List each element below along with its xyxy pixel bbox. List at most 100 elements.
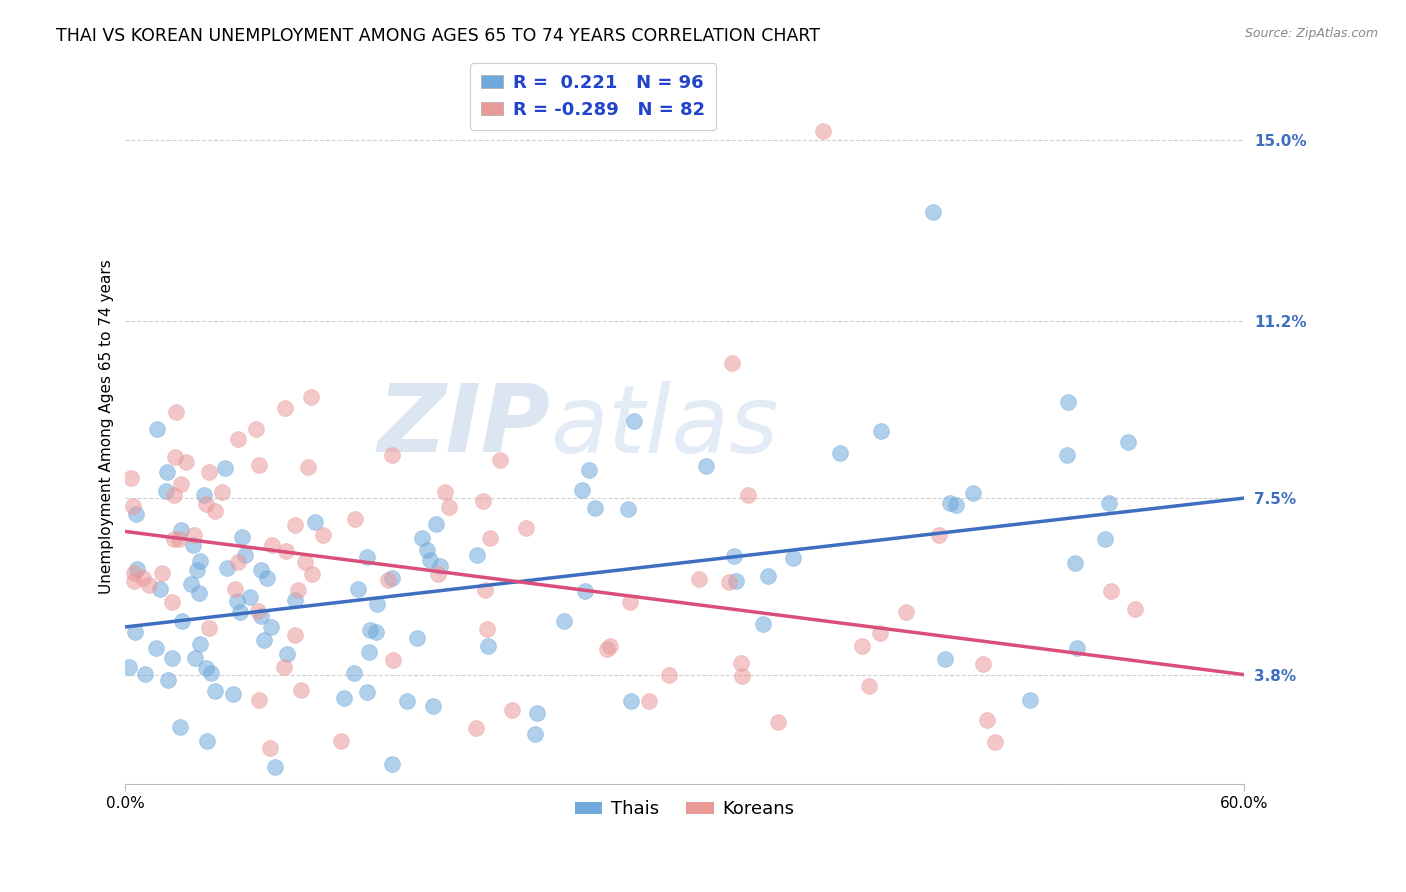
Point [921,204,943,219]
Point [169,533,191,547]
Point [501,702,523,716]
Point [138,578,160,592]
Point [262,538,284,552]
Point [124,625,146,640]
Point [858,679,880,693]
Point [247,693,270,707]
Point [478,531,501,545]
Point [297,459,319,474]
Point [187,586,209,600]
Point [356,684,378,698]
Point [132,571,155,585]
Point [427,567,450,582]
Point [1123,602,1146,616]
Point [619,694,641,708]
Point [195,497,218,511]
Point [226,593,249,607]
Point [204,503,226,517]
Point [197,621,219,635]
Point [356,550,378,565]
Point [172,615,194,629]
Point [717,575,740,590]
Point [343,666,366,681]
Point [524,727,547,741]
Point [163,450,186,465]
Point [437,500,460,515]
Point [304,515,326,529]
Point [1056,448,1078,462]
Point [972,657,994,671]
Point [222,687,245,701]
Point [422,699,444,714]
Point [578,463,600,477]
Point [149,582,172,597]
Point [226,432,249,446]
Point [730,656,752,670]
Point [366,598,388,612]
Point [276,647,298,661]
Point [364,624,387,639]
Point [571,483,593,497]
Point [174,454,197,468]
Point [163,488,186,502]
Point [170,476,193,491]
Point [214,461,236,475]
Point [273,660,295,674]
Text: Source: ZipAtlas.com: Source: ZipAtlas.com [1244,27,1378,40]
Point [245,421,267,435]
Point [163,533,186,547]
Point [250,562,273,576]
Point [312,527,335,541]
Point [574,583,596,598]
Point [247,458,270,472]
Point [416,542,439,557]
Point [253,633,276,648]
Text: atlas: atlas [551,381,779,472]
Point [434,485,457,500]
Point [346,582,368,596]
Point [419,553,441,567]
Point [343,511,366,525]
Point [465,721,488,735]
Point [870,424,893,438]
Point [526,706,548,721]
Point [287,582,309,597]
Point [782,550,804,565]
Point [1099,584,1122,599]
Point [474,583,496,598]
Point [247,604,270,618]
Point [122,566,145,580]
Point [256,571,278,585]
Point [301,567,323,582]
Point [515,521,537,535]
Point [467,549,489,563]
Point [658,668,681,682]
Point [186,563,208,577]
Point [250,609,273,624]
Point [477,639,499,653]
Point [284,628,307,642]
Point [1018,692,1040,706]
Point [160,595,183,609]
Point [124,574,146,589]
Point [828,446,851,460]
Point [122,499,145,513]
Point [194,661,217,675]
Point [638,694,661,708]
Point [264,760,287,774]
Point [170,523,193,537]
Point [299,390,322,404]
Point [599,640,621,654]
Point [896,605,918,619]
Point [553,614,575,628]
Y-axis label: Unemployment Among Ages 65 to 74 years: Unemployment Among Ages 65 to 74 years [100,259,114,594]
Point [945,498,967,512]
Point [226,555,249,569]
Point [724,574,747,588]
Point [1064,556,1087,570]
Point [276,544,298,558]
Point [188,554,211,568]
Point [688,572,710,586]
Point [811,123,834,137]
Point [284,592,307,607]
